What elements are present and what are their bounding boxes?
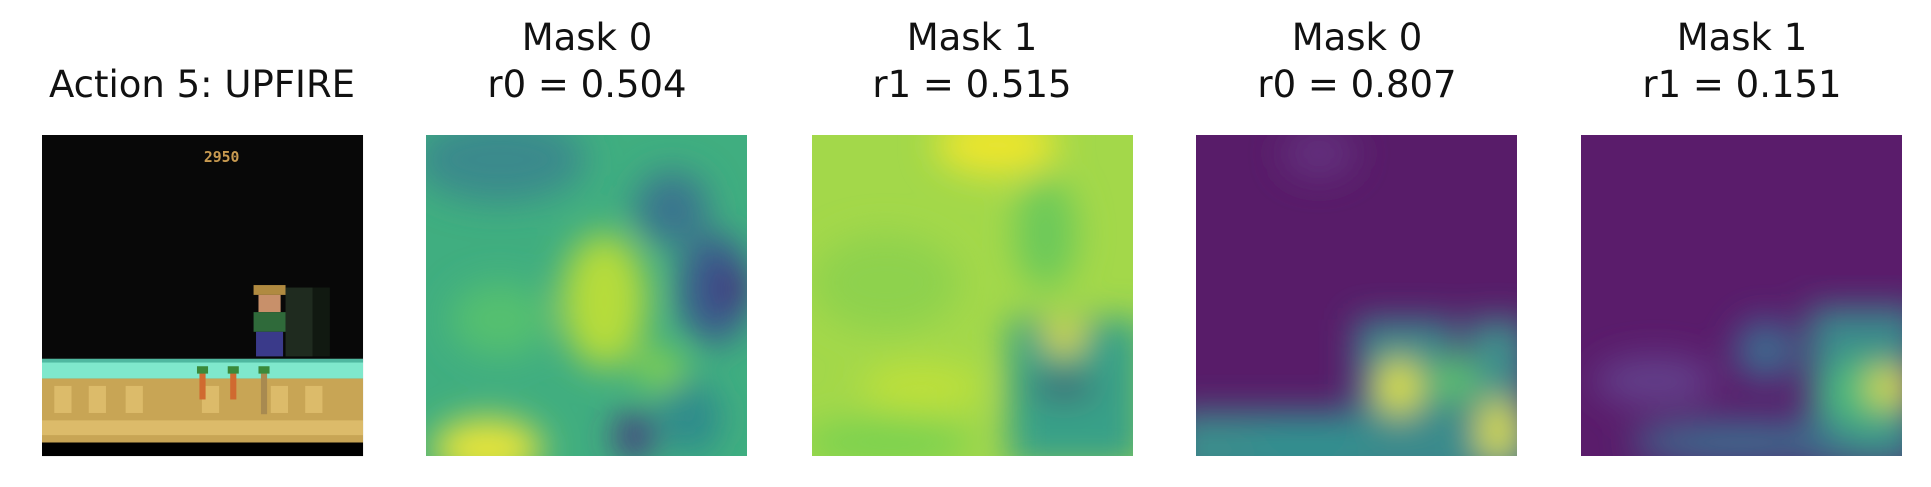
panel-title: Mask 1	[907, 16, 1038, 59]
game-frame: 2950	[42, 135, 364, 457]
heatmap	[1196, 135, 1518, 457]
farmer	[253, 285, 330, 357]
panel-subtitle: r1 = 0.515	[872, 63, 1071, 106]
panel-title: Mask 0	[522, 16, 653, 59]
panel-subtitle: r1 = 0.151	[1642, 63, 1841, 106]
heatmap	[812, 135, 1134, 457]
panel-title: Action 5: UPFIRE	[49, 63, 355, 106]
panel-subtitle: r0 = 0.504	[487, 63, 686, 106]
carrots	[196, 366, 270, 415]
panel-title: Mask 1	[1677, 16, 1808, 59]
heatmap	[1581, 135, 1903, 457]
heatmap	[426, 135, 748, 457]
panel-subtitle: r0 = 0.807	[1257, 63, 1456, 106]
game-score: 2950	[204, 149, 240, 166]
panel-title: Mask 0	[1292, 16, 1423, 59]
